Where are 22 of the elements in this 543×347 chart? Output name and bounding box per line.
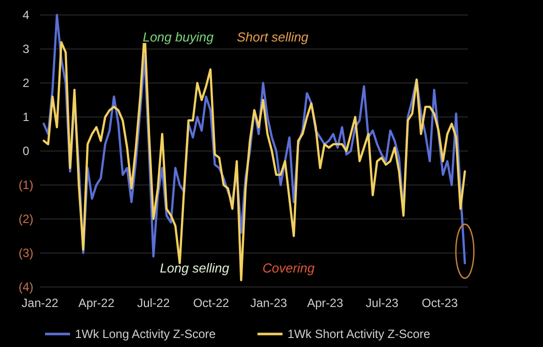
y-tick-label: (4) xyxy=(18,280,34,294)
x-tick-label: Apr-22 xyxy=(78,296,115,310)
y-tick-label: (3) xyxy=(18,246,34,260)
x-tick-label: Jan-23 xyxy=(250,296,288,310)
y-tick-label: (2) xyxy=(18,212,34,226)
x-tick-label: Oct-22 xyxy=(193,296,230,310)
y-tick-label: 3 xyxy=(22,42,30,56)
y-tick-label: 2 xyxy=(22,76,30,90)
annotation: Long selling xyxy=(160,260,230,276)
y-tick-label: 0 xyxy=(22,144,30,158)
y-tick-label: 4 xyxy=(22,8,30,22)
annotation: Covering xyxy=(262,260,316,276)
x-tick-label: Jul-22 xyxy=(137,296,170,310)
y-tick-label: (1) xyxy=(18,178,34,192)
x-tick-label: Oct-23 xyxy=(422,296,458,310)
x-tick-label: Apr-23 xyxy=(307,296,344,310)
x-tick-label: Jul-23 xyxy=(366,296,399,310)
legend-label: 1Wk Short Activity Z-Score xyxy=(288,327,431,342)
x-tick-label: Jan-22 xyxy=(22,296,59,310)
legend-label: 1Wk Long Activity Z-Score xyxy=(75,327,216,342)
annotation: Short selling xyxy=(236,29,310,44)
y-tick-label: 1 xyxy=(22,110,30,124)
